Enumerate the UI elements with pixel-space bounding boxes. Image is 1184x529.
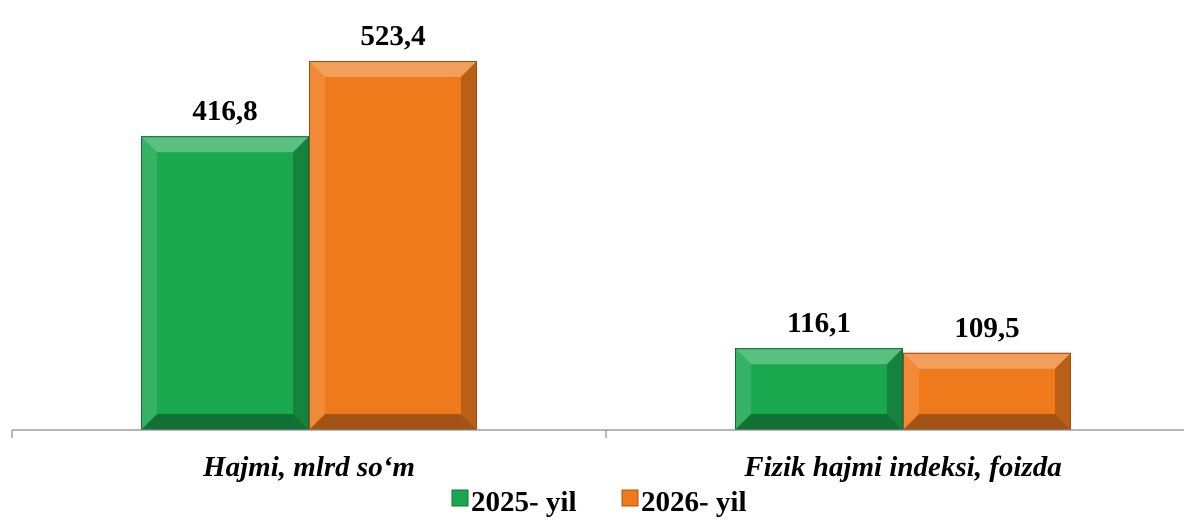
data-label-2026-yil-1: 523,4: [360, 20, 425, 52]
x-axis: Hajmi, mlrd so‘m Fizik hajmi indeksi, foi…: [11, 429, 1184, 483]
legend-swatch: [621, 489, 639, 507]
x-tick-label-1: Hajmi, mlrd so‘m: [202, 451, 415, 483]
x-tick-label-2: Fizik hajmi indeksi, foizda: [743, 451, 1061, 483]
data-label-2025-yil-2: 116,1: [787, 307, 851, 339]
legend-swatch: [451, 489, 469, 507]
legend-label: 2026- yil: [641, 486, 747, 518]
bar-2026-yil-2: [903, 352, 1071, 430]
legend-item-2025-yil: 2025- yil: [451, 486, 577, 518]
data-label-2025-yil-1: 416,8: [192, 95, 257, 127]
data-label-2026-yil-2: 109,5: [954, 312, 1019, 344]
legend: 2025- yil 2026- yil: [451, 486, 747, 518]
legend-item-2026-yil: 2026- yil: [621, 486, 747, 518]
data-labels-layer: 416,8 523,4 116,1 109,5: [192, 20, 1019, 344]
bar-2026-yil-1: [309, 61, 477, 431]
bar-2025-yil-2: [735, 348, 903, 431]
bars-layer: [141, 61, 1071, 431]
bar-2025-yil-1: [141, 136, 309, 431]
legend-label: 2025- yil: [471, 486, 577, 518]
